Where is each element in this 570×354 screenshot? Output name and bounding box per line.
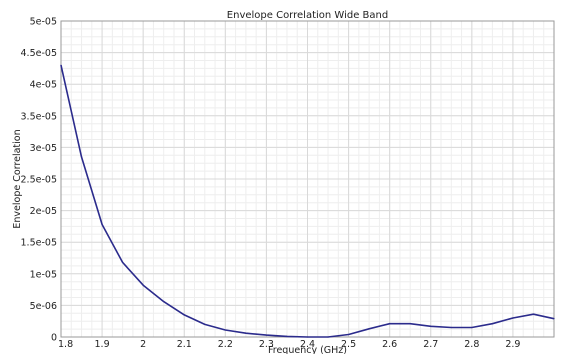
x-tick-label: 2.3 — [259, 339, 274, 350]
data-point — [327, 336, 329, 338]
x-tick-label: 2.2 — [218, 339, 233, 350]
data-point — [409, 323, 411, 325]
y-tick-label: 4e-05 — [30, 80, 57, 91]
series-layer — [60, 64, 555, 338]
data-point — [163, 301, 165, 303]
y-tick-label: 2e-05 — [30, 206, 57, 217]
data-point — [368, 328, 370, 330]
y-tick-label: 3e-05 — [30, 143, 57, 154]
data-point — [80, 156, 83, 158]
data-point — [122, 261, 124, 264]
y-tick-label: 1e-05 — [30, 269, 57, 280]
y-axis-ticks: 0 5e-06 1e-05 1.5e-05 2e-05 2.5e-05 3e-05 3.5e-… — [21, 17, 57, 344]
data-point — [286, 335, 288, 337]
x-tick-label: 2.4 — [300, 339, 315, 350]
data-point — [224, 329, 226, 331]
x-tick-label: 2.5 — [341, 339, 356, 350]
data-point — [204, 323, 206, 325]
y-tick-label: 3.5e-05 — [21, 111, 57, 122]
x-tick-label: 1.9 — [95, 339, 110, 350]
y-tick-label: 5e-05 — [30, 17, 57, 28]
data-point — [553, 318, 555, 320]
x-tick-label: 2.9 — [505, 339, 520, 350]
x-tick-label: 2.1 — [177, 339, 192, 350]
data-point — [532, 313, 535, 315]
x-tick-label: 1.8 — [58, 339, 73, 350]
data-point — [183, 314, 185, 316]
y-tick-label: 2.5e-05 — [21, 175, 57, 186]
data-point — [512, 317, 514, 319]
data-point — [430, 325, 432, 327]
data-point — [265, 334, 268, 336]
data-point — [471, 326, 473, 329]
data-point — [101, 223, 103, 226]
y-axis-label: Envelope Correlation — [12, 129, 23, 228]
chart-title: Envelope Correlation Wide Band — [227, 10, 388, 21]
y-tick-label: 1.5e-05 — [21, 238, 57, 249]
x-tick-label: 2.8 — [464, 339, 479, 350]
data-point — [306, 336, 309, 338]
y-tick-label: 0 — [51, 333, 57, 344]
data-point — [245, 332, 247, 334]
x-tick-label: 2 — [140, 339, 146, 350]
data-point — [347, 333, 350, 336]
data-point — [450, 326, 452, 329]
y-tick-label: 5e-06 — [30, 301, 57, 312]
data-point — [142, 284, 144, 286]
data-point — [491, 323, 493, 325]
data-point — [389, 323, 391, 325]
x-axis-label: Frequency (GHz) — [268, 345, 347, 354]
x-tick-label: 2.6 — [382, 339, 397, 350]
x-axis-ticks: 1.8 1.9 2 2.1 2.2 2.3 2.4 2.5 2.6 2.7 2.8 2.9 — [58, 339, 520, 350]
x-tick-label: 2.7 — [423, 339, 438, 350]
y-tick-label: 4.5e-05 — [21, 48, 57, 59]
data-point — [60, 64, 62, 66]
